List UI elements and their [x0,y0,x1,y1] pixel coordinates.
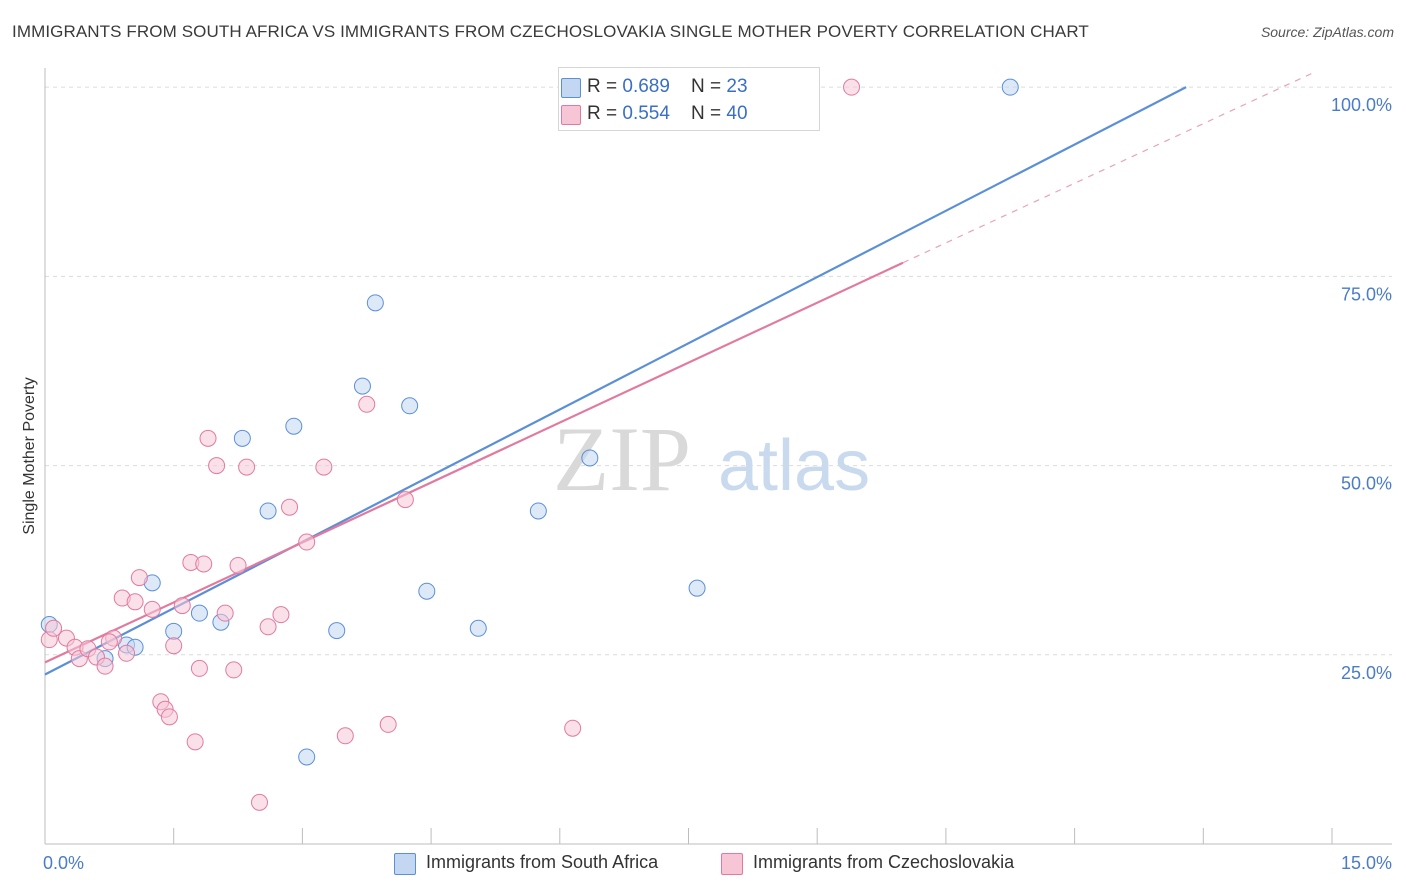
point-czechoslovakia [208,457,226,475]
point-czechoslovakia [272,606,290,624]
point-czechoslovakia [315,458,333,476]
legend-n-label: N = [691,76,727,97]
point-czechoslovakia [238,458,256,476]
trend-lines [44,71,1316,676]
x-tick-label: 15.0% [1341,853,1392,873]
point-czechoslovakia [216,604,234,622]
watermark-atlas: atlas [718,426,870,506]
bottom-legend-czechoslovakia: Immigrants from Czechoslovakia [721,852,1015,875]
trend-line-czechoslovakia [44,261,904,664]
point-south-africa [401,397,419,415]
point-czechoslovakia [259,618,277,636]
point-czechoslovakia [118,644,136,662]
point-czechoslovakia [190,659,208,677]
legend-r-label: R = [587,103,623,124]
point-czechoslovakia [96,657,114,675]
point-south-africa [1001,78,1019,96]
point-south-africa [366,294,384,312]
trend-line-south-africa [44,86,1187,676]
point-south-africa [469,619,487,637]
legend-row-south-africa: R = 0.689 N = 23 [561,76,748,98]
y-tick-label: 25.0% [1341,663,1392,683]
point-south-africa [298,748,316,766]
point-south-africa [285,417,303,435]
bottom-legend-label: Immigrants from South Africa [426,852,659,872]
point-czechoslovakia [160,708,178,726]
point-czechoslovakia [358,395,376,413]
point-czechoslovakia [173,597,191,615]
chart-title: IMMIGRANTS FROM SOUTH AFRICA VS IMMIGRAN… [12,22,1089,41]
point-czechoslovakia [186,733,204,751]
source-label: Source: ZipAtlas.com [1260,24,1394,40]
point-czechoslovakia [298,533,316,551]
bottom-legend-swatch-south-africa [394,853,416,875]
point-czechoslovakia [143,600,161,618]
point-czechoslovakia [843,78,861,96]
x-tick-label: 0.0% [43,853,84,873]
point-south-africa [581,449,599,467]
bottom-legend-swatch-czechoslovakia [721,853,743,875]
bottom-legend-south-africa: Immigrants from South Africa [394,852,659,875]
point-south-africa [529,502,547,520]
point-south-africa [353,377,371,395]
point-czechoslovakia [130,569,148,587]
point-czechoslovakia [281,498,299,516]
legend: R = 0.689 N = 23 R = 0.554 N = 40 [558,67,820,131]
point-czechoslovakia [229,556,247,574]
point-czechoslovakia [564,719,582,737]
legend-n-value: 23 [726,76,748,97]
legend-n-value: 40 [726,103,748,124]
legend-r-value: 0.689 [622,76,670,97]
point-czechoslovakia [165,637,183,655]
watermark-zip: ZIP [553,408,691,510]
legend-row-czechoslovakia: R = 0.554 N = 40 [561,103,748,125]
point-czechoslovakia [45,619,63,637]
point-czechoslovakia [251,793,268,811]
point-czechoslovakia [225,661,243,679]
y-axis-label: Single Mother Poverty [21,377,38,534]
point-czechoslovakia [396,491,414,509]
tick-labels: 25.0% 50.0% 75.0% 100.0% 0.0% 15.0% [43,95,1392,873]
legend-swatch-czechoslovakia [561,105,581,125]
axes [44,68,1392,845]
point-czechoslovakia [195,555,213,573]
point-south-africa [190,604,208,622]
y-tick-label: 50.0% [1341,474,1392,494]
data-points [40,78,1019,811]
gridlines [45,86,1392,656]
point-south-africa [328,622,346,640]
trend-line-czechoslovakia-extension [902,71,1316,264]
y-tick-label: 75.0% [1341,284,1392,304]
point-south-africa [418,582,436,600]
point-south-africa [165,622,183,640]
point-czechoslovakia [100,633,118,651]
legend-swatch-south-africa [561,78,581,98]
point-south-africa [259,502,277,520]
bottom-legend-label: Immigrants from Czechoslovakia [753,852,1015,872]
y-tick-label: 100.0% [1331,95,1392,115]
point-czechoslovakia [126,593,144,611]
legend-r-label: R = [587,76,623,97]
point-czechoslovakia [199,429,217,447]
point-south-africa [233,429,251,447]
legend-r-value: 0.554 [622,103,670,124]
legend-n-label: N = [691,103,727,124]
point-south-africa [688,579,706,597]
point-czechoslovakia [379,715,397,733]
point-czechoslovakia [336,727,354,745]
